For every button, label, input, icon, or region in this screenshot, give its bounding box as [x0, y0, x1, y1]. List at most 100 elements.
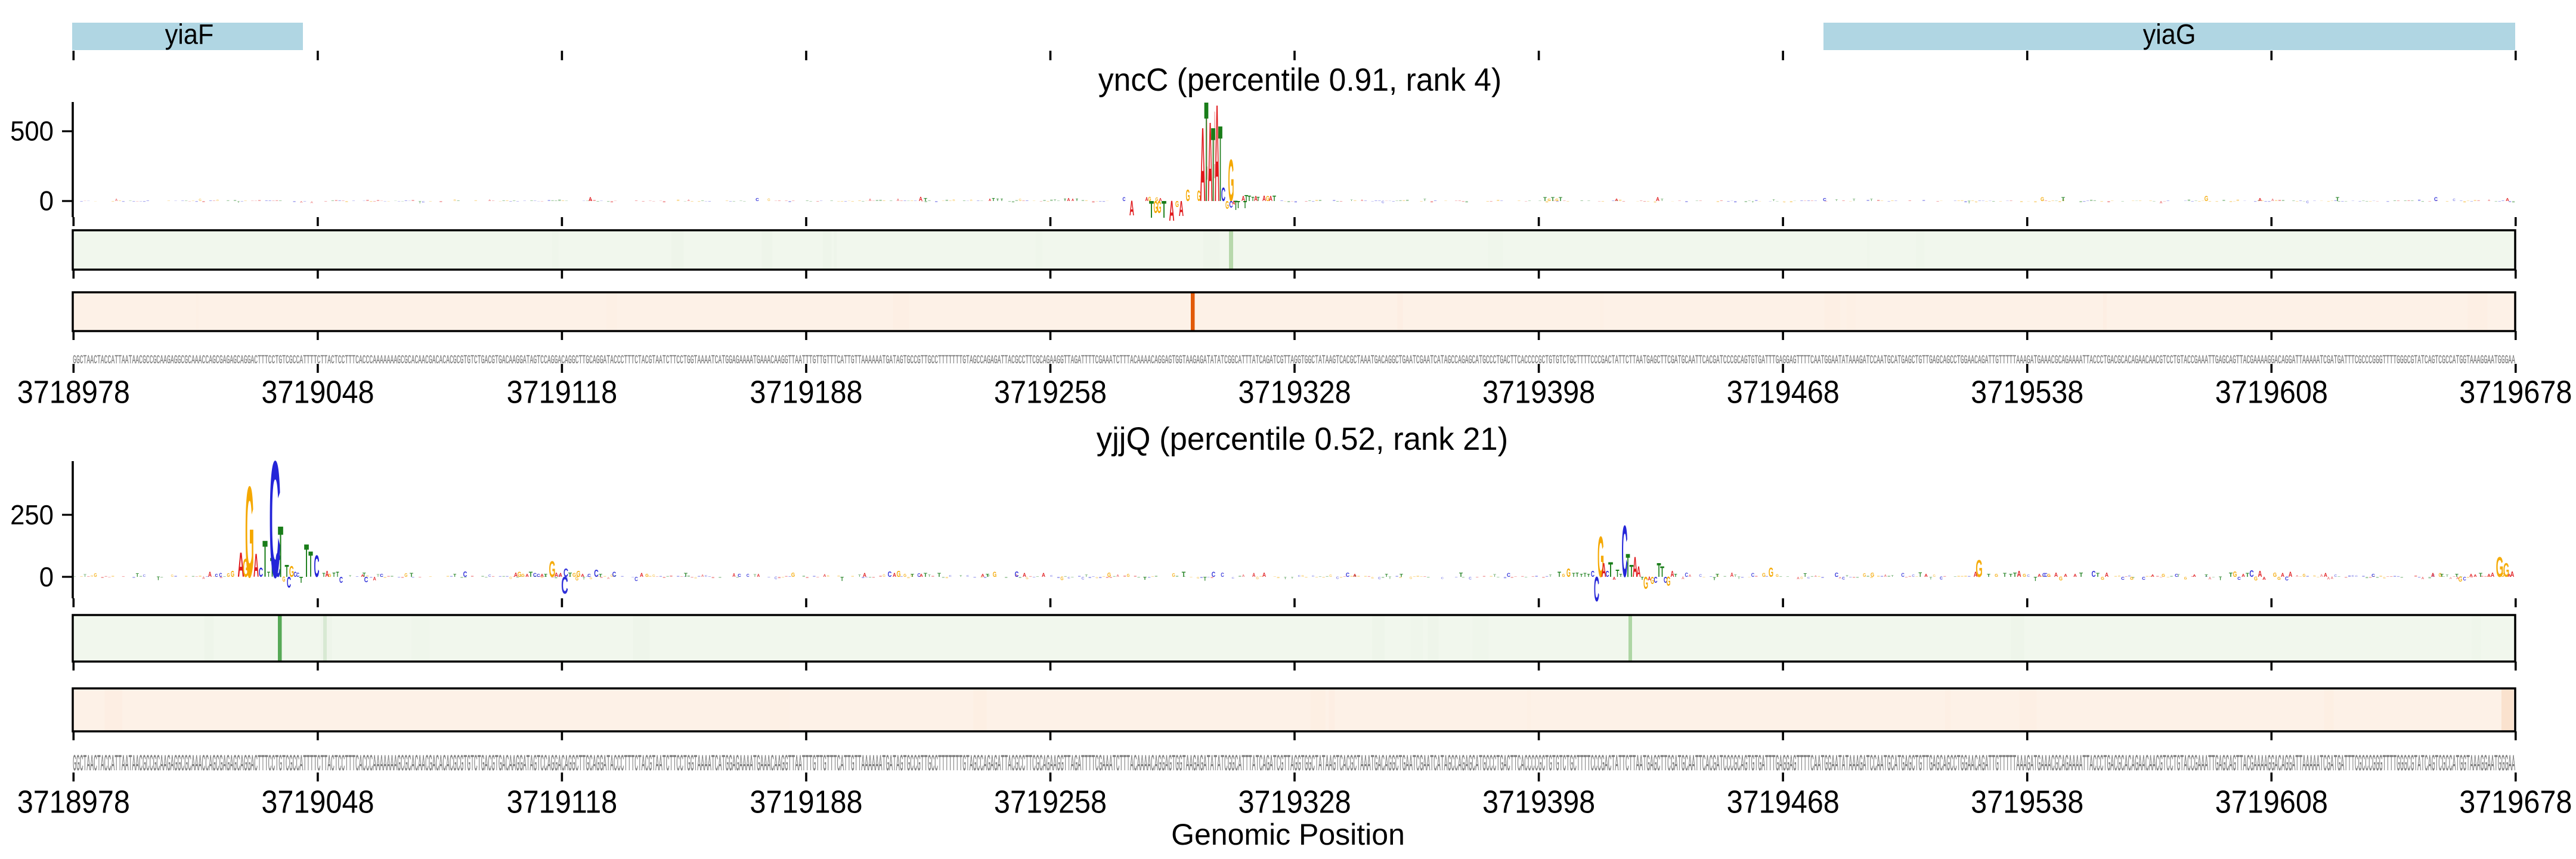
svg-text:C: C — [2249, 568, 2254, 579]
svg-text:T: T — [1968, 201, 1971, 205]
svg-text:G: G — [1127, 574, 1130, 578]
svg-text:T: T — [1001, 199, 1003, 202]
svg-text:G: G — [2059, 576, 2063, 582]
svg-text:A: A — [2064, 573, 2067, 578]
svg-text:C: C — [917, 573, 921, 579]
svg-text:C: C — [287, 574, 291, 591]
svg-text:A: A — [2105, 571, 2109, 579]
svg-text:T: T — [323, 572, 326, 578]
svg-text:T: T — [2061, 196, 2065, 202]
svg-text:A: A — [361, 574, 364, 578]
svg-text:T: T — [1389, 576, 1392, 580]
svg-text:T: T — [1891, 574, 1894, 577]
svg-text:A: A — [202, 577, 205, 580]
svg-text:T: T — [1930, 576, 1933, 580]
svg-text:A: A — [2506, 197, 2509, 202]
svg-text:G: G — [575, 576, 578, 582]
svg-text:A: A — [2271, 199, 2274, 202]
svg-text:C: C — [270, 427, 281, 612]
svg-text:G: G — [2302, 574, 2305, 578]
svg-text:C: C — [1606, 568, 1609, 579]
svg-text:A: A — [1353, 573, 1357, 578]
svg-text:3719048: 3719048 — [261, 783, 374, 820]
svg-text:C: C — [564, 567, 568, 580]
svg-text:C: C — [587, 573, 591, 578]
svg-text:T: T — [911, 573, 915, 578]
svg-text:A: A — [2038, 573, 2041, 578]
svg-text:T: T — [333, 571, 336, 578]
svg-text:G: G — [2062, 199, 2064, 202]
svg-text:G: G — [1975, 200, 1978, 203]
svg-text:A: A — [208, 571, 212, 579]
svg-text:0: 0 — [39, 561, 54, 592]
svg-text:T: T — [2219, 576, 2222, 582]
svg-text:A: A — [1042, 572, 1045, 578]
svg-text:T: T — [614, 574, 617, 577]
svg-text:G: G — [1667, 574, 1671, 589]
svg-text:3719608: 3719608 — [2215, 783, 2328, 820]
svg-text:G: G — [1329, 574, 1332, 578]
svg-text:G: G — [1266, 196, 1270, 203]
svg-text:C: C — [558, 574, 561, 577]
svg-text:A: A — [540, 573, 544, 578]
svg-text:G: G — [694, 576, 697, 579]
svg-text:T: T — [453, 573, 456, 578]
svg-text:A: A — [757, 574, 760, 578]
svg-text:C: C — [1823, 197, 1826, 202]
svg-text:G: G — [2162, 573, 2165, 578]
svg-text:A: A — [237, 546, 244, 585]
svg-text:C: C — [2453, 199, 2456, 202]
svg-text:T: T — [1626, 548, 1630, 585]
svg-text:G: G — [2277, 576, 2281, 581]
svg-text:G: G — [454, 199, 457, 202]
svg-text:G: G — [1301, 574, 1304, 577]
svg-text:3719258: 3719258 — [994, 783, 1107, 820]
svg-text:A: A — [2473, 574, 2477, 578]
svg-text:T: T — [1559, 196, 1562, 202]
svg-text:G: G — [767, 199, 770, 202]
svg-text:C: C — [2091, 569, 2095, 579]
svg-text:T: T — [270, 552, 274, 583]
svg-text:G: G — [827, 575, 830, 578]
svg-text:3719678: 3719678 — [2459, 373, 2572, 410]
svg-text:A: A — [1015, 574, 1018, 578]
svg-text:T: T — [2440, 573, 2444, 578]
svg-text:T: T — [1738, 577, 1741, 580]
svg-text:C: C — [967, 575, 970, 578]
svg-text:A: A — [919, 573, 923, 578]
svg-text:C: C — [2027, 574, 2030, 577]
svg-text:G: G — [1769, 565, 1773, 580]
svg-text:G: G — [1871, 571, 1874, 578]
svg-text:C: C — [488, 574, 491, 578]
svg-text:A: A — [581, 573, 584, 578]
svg-text:T: T — [2229, 572, 2233, 579]
svg-text:A: A — [919, 196, 922, 203]
svg-text:G: G — [576, 569, 580, 579]
svg-text:A: A — [1636, 564, 1640, 580]
svg-text:T: T — [599, 573, 603, 578]
svg-text:A: A — [1262, 194, 1266, 203]
svg-text:T: T — [1354, 574, 1357, 577]
svg-text:A: A — [2151, 574, 2154, 578]
svg-text:T: T — [299, 575, 303, 585]
svg-text:C: C — [259, 566, 263, 580]
svg-text:C: C — [1751, 571, 1754, 578]
svg-text:A: A — [1815, 575, 1818, 578]
svg-text:G: G — [366, 574, 369, 577]
svg-text:G: G — [1107, 571, 1111, 578]
svg-text:C: C — [1940, 577, 1943, 581]
svg-text:T: T — [1853, 199, 1856, 202]
svg-text:A: A — [989, 199, 991, 202]
svg-text:G: G — [1597, 524, 1604, 589]
svg-text:A: A — [488, 199, 491, 202]
svg-text:G: G — [1197, 187, 1200, 204]
svg-text:A: A — [2241, 573, 2245, 578]
svg-text:G: G — [2023, 573, 2026, 578]
svg-text:T: T — [928, 574, 931, 578]
svg-text:T: T — [2246, 572, 2249, 577]
svg-text:C: C — [215, 573, 218, 578]
svg-text:G: G — [94, 572, 97, 578]
svg-text:C: C — [2285, 576, 2289, 582]
svg-text:A: A — [1730, 571, 1734, 578]
svg-text:T: T — [1608, 558, 1613, 582]
